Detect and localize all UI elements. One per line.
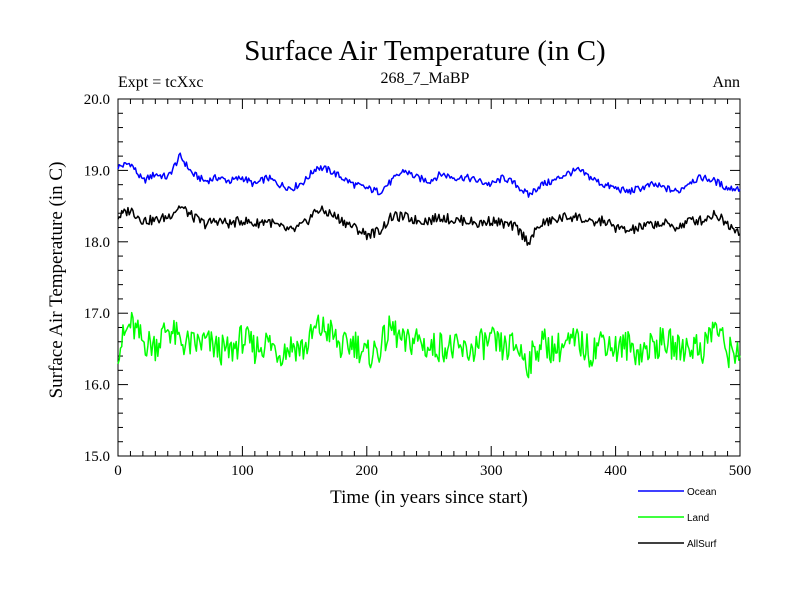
- y-tick-label: 16.0: [84, 378, 110, 394]
- y-tick-label: 18.0: [84, 235, 110, 251]
- y-tick-label: 17.0: [84, 306, 110, 322]
- y-axis-label: Surface Air Temperature (in C): [46, 162, 67, 399]
- x-tick-label: 200: [356, 463, 379, 479]
- series-line-allsurf: [117, 205, 741, 246]
- legend-label-land: Land: [687, 513, 709, 524]
- y-tick-label: 20.0: [84, 92, 110, 108]
- x-tick-label: 300: [480, 463, 503, 479]
- x-tick-label: 400: [604, 463, 627, 479]
- legend-label-allsurf: AllSurf: [687, 539, 717, 550]
- x-tick-label: 100: [231, 463, 254, 479]
- x-tick-label: 0: [114, 463, 122, 479]
- subtitle-left: Expt = tcXxc: [118, 74, 203, 91]
- chart-title: Surface Air Temperature (in C): [244, 35, 605, 67]
- series-line-land: [117, 311, 741, 379]
- y-tick-label: 15.0: [84, 449, 110, 465]
- subtitle-center: 268_7_MaBP: [381, 70, 470, 87]
- x-axis-label: Time (in years since start): [330, 487, 528, 508]
- subtitle-right: Ann: [712, 74, 740, 91]
- series-line-ocean: [117, 152, 741, 198]
- plot-frame: [117, 98, 741, 457]
- x-tick-label: 500: [729, 463, 752, 479]
- y-tick-label: 19.0: [84, 163, 110, 179]
- legend-label-ocean: Ocean: [687, 487, 716, 498]
